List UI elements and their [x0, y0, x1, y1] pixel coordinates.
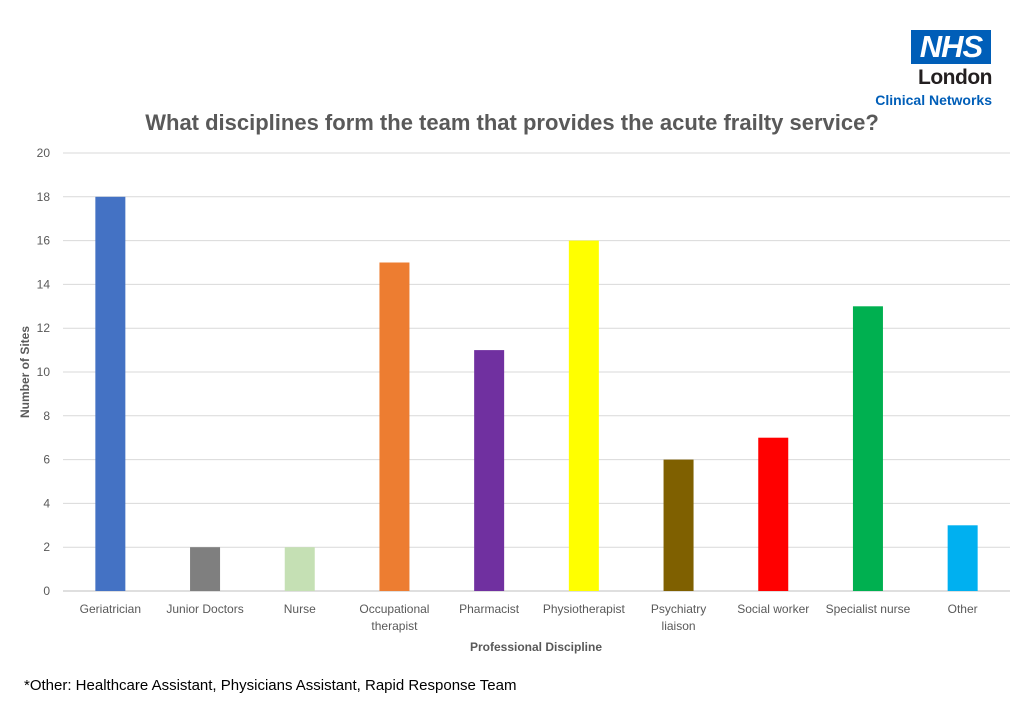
bar	[190, 547, 221, 591]
x-tick-label-line: Social worker	[737, 602, 809, 616]
x-tick-label: Psychiatry liaison	[651, 602, 706, 633]
nhs-logo-text: NHS	[919, 29, 983, 64]
nhs-london-logo: NHS London Clinical Networks	[860, 26, 1000, 112]
y-tick-label: 0	[43, 584, 50, 598]
y-tick-label: 6	[43, 453, 50, 467]
x-tick-label-line: liaison	[662, 619, 696, 633]
x-tick-label: Occupational therapist	[359, 602, 429, 633]
x-tick-label-line: therapist	[371, 619, 418, 633]
y-tick-label: 4	[43, 496, 50, 510]
y-tick-label: 8	[43, 409, 50, 423]
bar	[474, 350, 505, 591]
chart-title: What disciplines form the team that prov…	[145, 110, 879, 135]
x-tick-label-line: Specialist nurse	[826, 602, 911, 616]
x-tick-label-line: Geriatrician	[80, 602, 141, 616]
x-axis-title: Professional Discipline	[470, 640, 602, 654]
y-tick-label: 10	[37, 365, 51, 379]
bar	[663, 459, 694, 591]
y-tick-label: 12	[37, 321, 51, 335]
bar	[95, 196, 126, 592]
bar	[758, 437, 789, 591]
x-tick-label-line: Other	[948, 602, 978, 616]
x-tick-label: Pharmacist	[459, 602, 520, 616]
x-tick-label-line: Pharmacist	[459, 602, 520, 616]
y-tick-label: 20	[37, 146, 51, 160]
x-tick-label: Junior Doctors	[166, 602, 243, 616]
x-tick-label: Other	[948, 602, 978, 616]
x-tick-label-line: Junior Doctors	[166, 602, 243, 616]
y-axis-ticks: 0 2 4 6 8 10 12 14 16 18 20	[37, 146, 51, 598]
x-tick-label: Geriatrician	[80, 602, 141, 616]
x-axis-ticks: Geriatrician Junior Doctors Nurse Occupatio…	[80, 602, 978, 633]
bars	[95, 196, 978, 592]
gridlines	[63, 152, 1010, 592]
x-tick-label-line: Occupational	[359, 602, 429, 616]
y-tick-label: 14	[37, 277, 51, 291]
bar	[284, 547, 315, 591]
logo-region: London	[918, 66, 992, 89]
bar	[852, 306, 883, 591]
x-tick-label: Specialist nurse	[826, 602, 911, 616]
x-tick-label-line: Psychiatry	[651, 602, 706, 616]
y-tick-label: 16	[37, 234, 51, 248]
x-tick-label-line: Physiotherapist	[543, 602, 626, 616]
bar	[379, 262, 410, 591]
bar	[568, 240, 599, 591]
x-tick-label: Nurse	[284, 602, 316, 616]
x-tick-label: Physiotherapist	[543, 602, 626, 616]
x-tick-label-line: Nurse	[284, 602, 316, 616]
logo-network: Clinical Networks	[875, 92, 992, 108]
bar	[947, 525, 978, 591]
y-tick-label: 2	[43, 540, 50, 554]
x-tick-label: Social worker	[737, 602, 809, 616]
footnote: *Other: Healthcare Assistant, Physicians…	[24, 677, 517, 694]
nhs-logo-box	[911, 30, 991, 64]
y-axis-title: Number of Sites	[18, 326, 32, 418]
y-tick-label: 18	[37, 190, 51, 204]
